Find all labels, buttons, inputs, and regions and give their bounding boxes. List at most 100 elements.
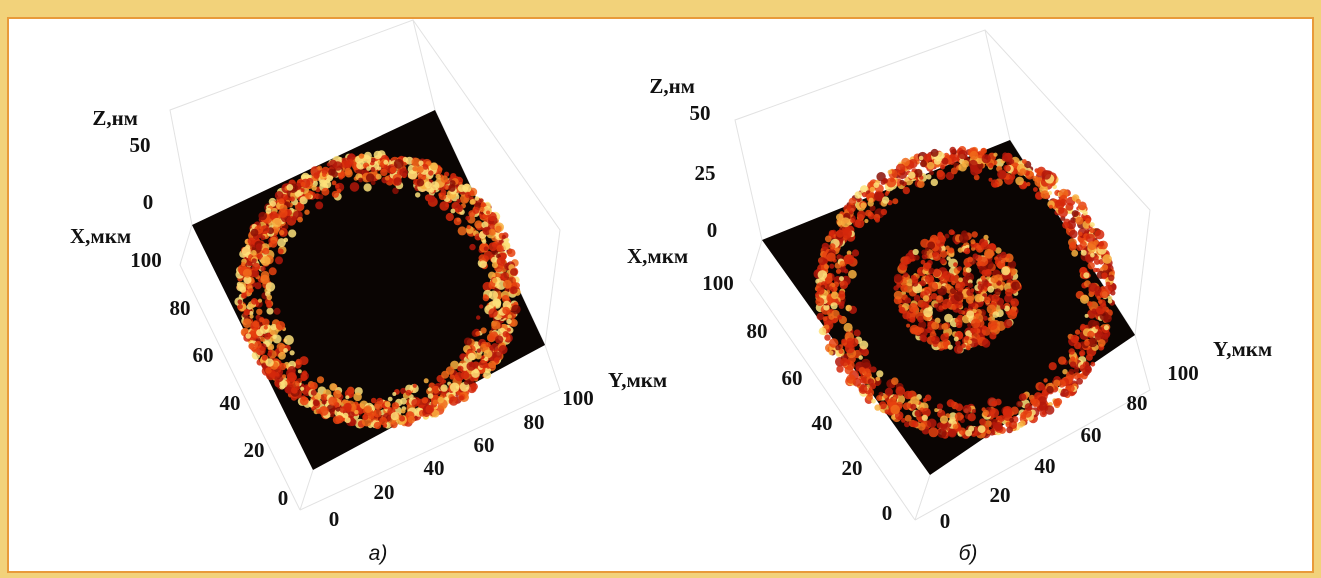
- speckle: [393, 177, 402, 186]
- speckle: [1094, 331, 1105, 341]
- speckle: [1103, 325, 1109, 331]
- speckle: [440, 384, 448, 392]
- speckle: [978, 256, 989, 267]
- speckle: [921, 249, 927, 256]
- speckle: [335, 407, 341, 412]
- speckle: [940, 164, 945, 170]
- speckle: [310, 382, 318, 390]
- speckle: [988, 162, 994, 169]
- speckle: [980, 241, 989, 250]
- speckle: [344, 417, 351, 424]
- speckle: [1089, 228, 1095, 234]
- speckle: [1003, 319, 1013, 328]
- speckle: [867, 378, 875, 386]
- speckle: [908, 171, 916, 179]
- speckle: [916, 180, 925, 189]
- speckle: [942, 271, 951, 279]
- speckle: [1084, 340, 1090, 346]
- speckle: [1066, 220, 1076, 230]
- speckle: [479, 260, 487, 269]
- speckle: [980, 275, 986, 281]
- speckle: [1032, 175, 1039, 182]
- speckle: [370, 397, 377, 404]
- speckle: [971, 231, 978, 238]
- speckle: [445, 366, 455, 375]
- speckle: [484, 367, 491, 374]
- speckle: [900, 284, 908, 292]
- speckle: [967, 413, 976, 422]
- speckle: [836, 229, 844, 238]
- axis-frame-b: [734, 29, 1151, 521]
- speckle: [1079, 373, 1084, 378]
- speckle: [249, 311, 254, 316]
- speckle: [416, 178, 425, 187]
- speckle: [488, 308, 498, 318]
- speckle: [1076, 244, 1083, 251]
- speckle: [966, 289, 974, 297]
- speckle: [348, 411, 355, 419]
- speckle: [268, 267, 277, 276]
- speckle: [479, 206, 485, 212]
- speckle: [961, 160, 970, 168]
- speckle: [1089, 222, 1095, 228]
- speckle: [1026, 182, 1031, 187]
- speckle: [252, 321, 260, 328]
- speckle: [970, 327, 978, 334]
- speckle: [935, 295, 944, 303]
- x-tick-label: 60: [782, 366, 803, 390]
- speckle: [918, 155, 924, 161]
- speckle: [483, 246, 489, 251]
- speckle: [358, 177, 363, 183]
- speckle: [962, 404, 972, 414]
- speckle: [345, 406, 352, 413]
- speckle: [389, 166, 396, 174]
- speckle: [1093, 258, 1101, 265]
- speckle: [1031, 399, 1041, 408]
- speckle: [1019, 168, 1027, 176]
- speckle: [818, 257, 827, 266]
- speckle: [829, 263, 835, 269]
- speckle: [989, 332, 997, 340]
- speckle: [921, 414, 928, 421]
- speckle: [891, 377, 899, 386]
- speckle: [942, 298, 952, 309]
- speckle: [840, 357, 849, 367]
- speckle: [909, 324, 920, 335]
- speckle: [1101, 264, 1109, 271]
- speckle: [301, 370, 308, 376]
- speckle: [924, 394, 932, 402]
- speckle: [465, 215, 471, 221]
- speckle: [967, 322, 973, 328]
- speckle: [299, 196, 308, 205]
- speckle: [1074, 329, 1081, 335]
- speckle: [924, 262, 932, 270]
- y-tick-label: 0: [329, 507, 340, 531]
- speckle: [941, 157, 949, 165]
- speckle: [373, 150, 382, 160]
- speckle: [992, 182, 998, 188]
- speckle: [1040, 190, 1050, 199]
- speckle: [347, 153, 356, 161]
- speckle: [415, 192, 421, 198]
- speckle: [988, 177, 993, 182]
- speckle: [373, 421, 382, 430]
- speckle: [245, 333, 251, 339]
- speckle: [958, 233, 969, 244]
- speckle: [492, 277, 498, 284]
- speckle: [448, 396, 459, 406]
- speckle: [930, 293, 938, 300]
- x-tick-label: 80: [747, 319, 768, 343]
- speckle: [1087, 337, 1098, 348]
- speckle: [846, 337, 855, 346]
- speckle: [869, 186, 875, 193]
- speckle: [237, 303, 243, 310]
- speckle: [840, 217, 851, 228]
- y-tick-label: 60: [1081, 423, 1102, 447]
- speckle: [926, 174, 932, 180]
- speckle: [464, 380, 469, 385]
- speckle: [1080, 294, 1090, 304]
- y-tick-label: 60: [474, 433, 495, 457]
- speckle: [1073, 341, 1082, 350]
- speckle: [249, 288, 254, 293]
